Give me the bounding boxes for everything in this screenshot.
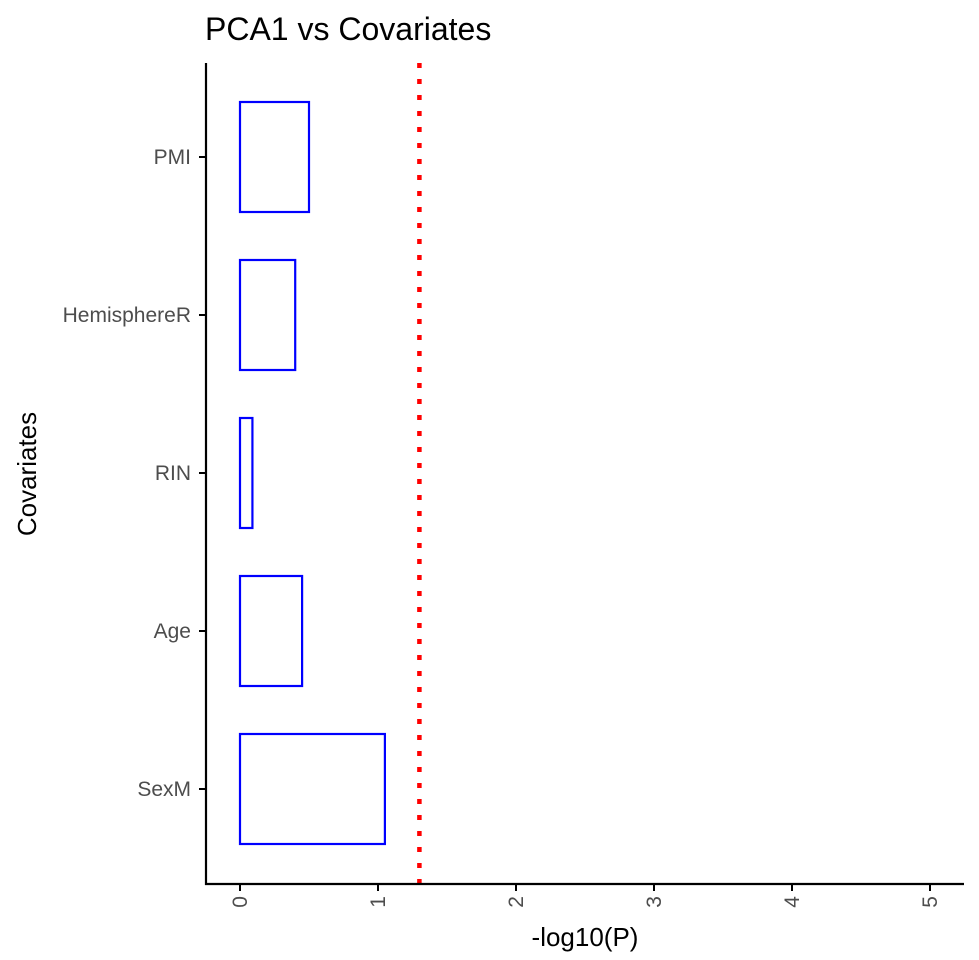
y-tick-label: HemisphereR	[63, 304, 191, 327]
x-tick-label: 1	[367, 896, 390, 908]
y-axis-title: Covariates	[12, 412, 42, 536]
y-tick-label: RIN	[155, 462, 191, 485]
y-tick-label: Age	[154, 620, 191, 643]
y-tick-label: PMI	[154, 146, 191, 169]
x-tick-label: 4	[781, 896, 804, 908]
bar-age	[238, 574, 304, 688]
bars-layer	[238, 100, 386, 846]
x-tick-label: 5	[919, 896, 942, 908]
bar-hemispherer	[238, 258, 297, 372]
chart-title: PCA1 vs Covariates	[205, 11, 491, 47]
x-axis-title: -log10(P)	[532, 922, 639, 952]
x-ticks-layer: 0 1 2 3 4 5	[229, 884, 942, 908]
bar-rin	[238, 416, 254, 530]
x-tick-label: 2	[505, 896, 528, 908]
x-tick-label: 0	[229, 896, 252, 908]
bar-pmi	[238, 100, 311, 214]
y-ticks-layer: PMI HemisphereR RIN Age SexM	[63, 146, 206, 801]
x-tick-label: 3	[643, 896, 666, 908]
bar-sexm	[238, 732, 386, 846]
y-tick-label: SexM	[137, 778, 191, 801]
